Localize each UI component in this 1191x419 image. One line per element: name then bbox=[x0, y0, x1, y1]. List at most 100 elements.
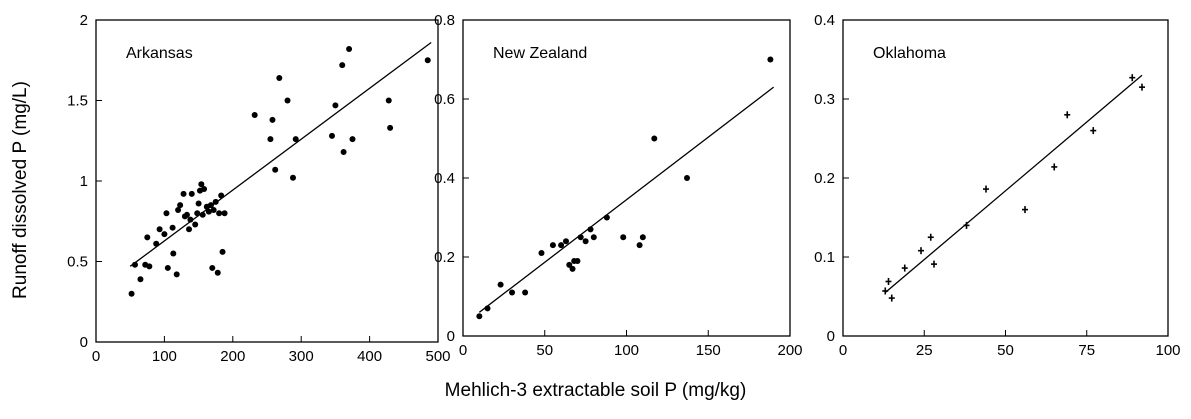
data-point-arkansas bbox=[292, 136, 299, 143]
data-point-new-zealand bbox=[497, 281, 504, 288]
y-tick-label-arkansas: 0.5 bbox=[67, 254, 88, 271]
data-point-arkansas bbox=[128, 290, 135, 297]
data-point-new-zealand bbox=[587, 226, 594, 233]
plot-frame-arkansas bbox=[95, 19, 439, 343]
data-point-arkansas bbox=[153, 240, 160, 247]
plot-frame-new-zealand bbox=[462, 19, 791, 337]
data-point-oklahoma bbox=[901, 264, 908, 272]
y-tick-label-new-zealand: 0.2 bbox=[434, 249, 455, 266]
data-point-arkansas bbox=[175, 206, 182, 213]
x-tick-label-oklahoma: 75 bbox=[1078, 342, 1095, 359]
data-point-arkansas bbox=[289, 174, 296, 181]
data-point-oklahoma bbox=[963, 221, 970, 229]
data-point-arkansas bbox=[164, 264, 171, 271]
data-point-oklahoma bbox=[1090, 127, 1097, 135]
data-point-arkansas bbox=[339, 62, 346, 69]
data-point-arkansas bbox=[177, 202, 184, 209]
data-point-new-zealand bbox=[569, 265, 576, 272]
data-point-arkansas bbox=[276, 74, 283, 81]
data-point-arkansas bbox=[156, 226, 163, 233]
data-point-oklahoma bbox=[888, 294, 895, 302]
data-point-oklahoma bbox=[1129, 74, 1136, 82]
y-tick-label-new-zealand: 0.4 bbox=[434, 170, 455, 187]
x-tick-label-arkansas: 100 bbox=[152, 348, 177, 365]
data-point-oklahoma bbox=[882, 287, 889, 295]
data-point-arkansas bbox=[332, 102, 339, 109]
data-point-oklahoma bbox=[983, 185, 989, 193]
data-point-new-zealand bbox=[683, 175, 690, 181]
data-point-oklahoma bbox=[927, 233, 934, 241]
data-point-new-zealand bbox=[563, 238, 570, 245]
data-point-new-zealand bbox=[636, 242, 643, 249]
data-point-new-zealand bbox=[558, 242, 565, 249]
fit-line-oklahoma bbox=[884, 74, 1143, 294]
x-tick-label-new-zealand: 150 bbox=[696, 342, 721, 359]
data-point-arkansas bbox=[194, 210, 201, 217]
data-point-new-zealand bbox=[549, 242, 556, 249]
data-point-arkansas bbox=[205, 208, 212, 215]
data-point-new-zealand bbox=[574, 257, 581, 264]
data-point-arkansas bbox=[284, 97, 291, 104]
panel-title-oklahoma: Oklahoma bbox=[873, 45, 946, 62]
x-tick-label-new-zealand: 50 bbox=[536, 342, 553, 359]
data-point-new-zealand bbox=[484, 305, 491, 312]
x-tick-label-oklahoma: 25 bbox=[916, 342, 933, 359]
shared-y-axis-label: Runoff dissolved P (mg/L) bbox=[8, 60, 34, 320]
panel-title-arkansas: Arkansas bbox=[126, 45, 193, 62]
data-point-arkansas bbox=[195, 200, 202, 207]
data-point-arkansas bbox=[212, 198, 219, 205]
x-tick-label-new-zealand: 200 bbox=[777, 342, 802, 359]
data-point-arkansas bbox=[385, 97, 392, 104]
data-point-arkansas bbox=[207, 202, 214, 209]
data-point-oklahoma bbox=[918, 247, 924, 255]
data-point-arkansas bbox=[183, 211, 190, 218]
data-point-arkansas bbox=[186, 226, 193, 233]
plot-frame-oklahoma bbox=[842, 19, 1169, 337]
data-point-new-zealand bbox=[522, 289, 529, 296]
data-point-arkansas bbox=[424, 57, 431, 64]
data-point-arkansas bbox=[219, 248, 226, 255]
data-point-arkansas bbox=[187, 216, 194, 223]
x-tick-label-arkansas: 400 bbox=[357, 348, 382, 365]
y-tick-label-arkansas: 0 bbox=[80, 334, 88, 351]
shared-x-axis-label: Mehlich-3 extractable soil P (mg/kg) bbox=[444, 380, 747, 401]
data-point-arkansas bbox=[180, 190, 187, 197]
data-point-arkansas bbox=[161, 231, 168, 238]
data-point-arkansas bbox=[214, 269, 221, 276]
y-tick-label-arkansas: 1 bbox=[80, 173, 88, 190]
data-point-arkansas bbox=[328, 132, 335, 139]
data-point-arkansas bbox=[131, 261, 138, 268]
data-point-oklahoma bbox=[1139, 83, 1145, 91]
data-point-new-zealand bbox=[538, 250, 545, 257]
data-point-oklahoma bbox=[1064, 111, 1071, 119]
data-point-oklahoma bbox=[1051, 163, 1058, 171]
data-point-arkansas bbox=[387, 124, 394, 131]
data-point-arkansas bbox=[192, 221, 199, 228]
data-point-arkansas bbox=[144, 234, 151, 241]
data-point-arkansas bbox=[221, 210, 228, 217]
data-point-new-zealand bbox=[620, 234, 627, 241]
data-point-new-zealand bbox=[566, 261, 573, 268]
data-point-arkansas bbox=[201, 186, 208, 193]
data-point-arkansas bbox=[209, 264, 216, 271]
data-point-arkansas bbox=[170, 250, 177, 257]
data-point-arkansas bbox=[349, 136, 356, 143]
y-tick-label-oklahoma: 0 bbox=[827, 328, 835, 345]
x-tick-label-arkansas: 300 bbox=[289, 348, 314, 365]
y-tick-label-arkansas: 2 bbox=[80, 12, 88, 29]
y-tick-label-oklahoma: 0.4 bbox=[814, 12, 835, 29]
data-point-new-zealand bbox=[476, 313, 483, 320]
data-point-arkansas bbox=[267, 136, 274, 143]
x-tick-label-oklahoma: 50 bbox=[997, 342, 1014, 359]
data-point-arkansas bbox=[346, 45, 353, 52]
y-tick-label-oklahoma: 0.2 bbox=[814, 170, 835, 187]
x-tick-label-oklahoma: 0 bbox=[839, 342, 847, 359]
x-tick-label-oklahoma: 100 bbox=[1155, 342, 1180, 359]
data-point-new-zealand bbox=[639, 234, 646, 241]
panel-arkansas: 0 100 200 300 400 500 0 0.5 1 1.5 2 Arkansas bbox=[67, 12, 450, 365]
data-point-oklahoma bbox=[931, 260, 937, 268]
data-point-new-zealand bbox=[603, 214, 610, 221]
data-point-arkansas bbox=[169, 224, 176, 231]
